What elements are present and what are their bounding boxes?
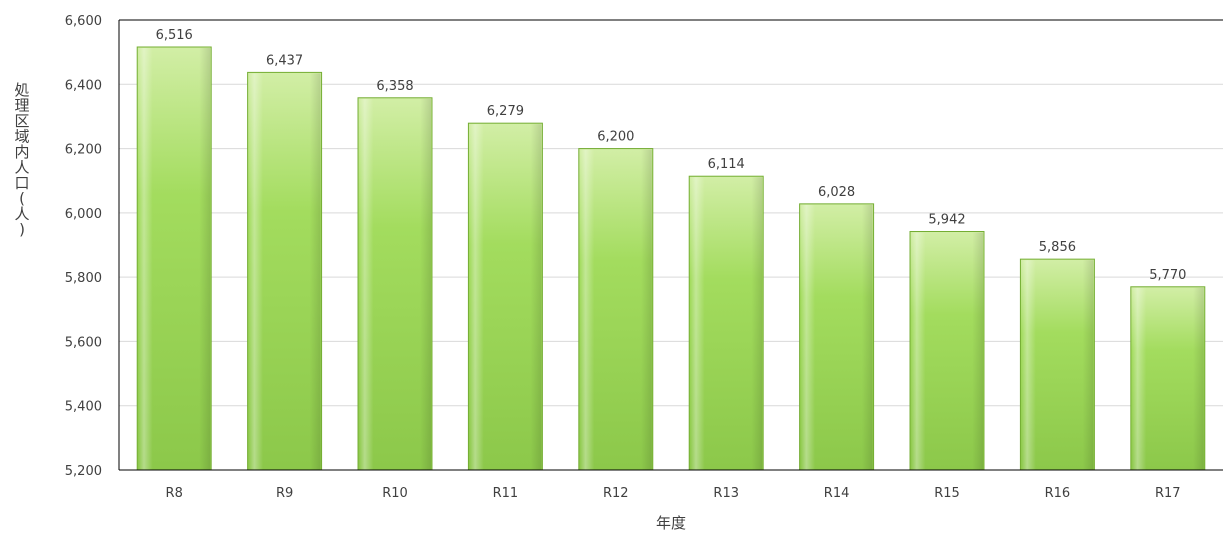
x-tick-label: R14 xyxy=(824,486,850,501)
data-label: 6,358 xyxy=(376,79,413,94)
x-tick-label: R12 xyxy=(603,486,629,501)
bar-shine xyxy=(800,204,873,470)
x-tick-label: R13 xyxy=(713,486,739,501)
y-tick-label: 6,600 xyxy=(65,14,102,29)
y-tick-label: 6,400 xyxy=(65,78,102,93)
bar-R17 xyxy=(1130,286,1206,471)
bar-R10 xyxy=(357,97,433,471)
y-tick-label: 6,200 xyxy=(65,143,102,158)
data-label: 6,028 xyxy=(818,185,855,200)
bar-shine xyxy=(1131,287,1204,470)
data-label: 6,437 xyxy=(266,53,303,68)
x-tick-label: R9 xyxy=(276,486,293,501)
data-label: 6,200 xyxy=(597,130,634,145)
data-label: 5,770 xyxy=(1149,268,1186,283)
y-tick-label: 5,200 xyxy=(65,464,102,479)
x-tick-label: R15 xyxy=(934,486,960,501)
axes xyxy=(118,19,1223,471)
y-tick-label: 5,600 xyxy=(65,335,102,350)
bar-R11 xyxy=(467,122,543,471)
x-tick-label: R10 xyxy=(382,486,408,501)
bar-shine xyxy=(1021,260,1094,470)
bar-R9 xyxy=(247,71,323,471)
bar-R14 xyxy=(799,203,875,471)
bar-R8 xyxy=(136,46,212,471)
bar-shine xyxy=(579,149,652,471)
y-axis-title: 処理区域内人口(人) xyxy=(14,81,29,239)
bar-shine xyxy=(469,124,542,470)
data-label: 6,114 xyxy=(708,157,745,172)
y-tick-label: 5,400 xyxy=(65,400,102,415)
bar-R15 xyxy=(909,231,985,471)
bar-shine xyxy=(248,73,321,471)
x-tick-label: R16 xyxy=(1045,486,1071,501)
bar-R13 xyxy=(688,175,764,471)
x-tick-label: R11 xyxy=(493,486,519,501)
bar-shine xyxy=(359,98,431,471)
y-tick-label: 6,000 xyxy=(65,207,102,222)
x-tick-label: R8 xyxy=(166,486,183,501)
data-label: 5,856 xyxy=(1039,240,1076,255)
data-label: 5,942 xyxy=(928,213,965,228)
data-label: 6,279 xyxy=(487,104,524,119)
y-tick-labels: 5,200 5,400 5,600 5,800 6,000 6,200 6,400 6,600 xyxy=(65,14,102,479)
bar-shine xyxy=(911,232,983,470)
bar-R16 xyxy=(1019,258,1095,471)
bar-shine xyxy=(690,177,763,470)
x-tick-label: R17 xyxy=(1155,486,1181,501)
x-tick-labels: R8 R9 R10 R11 R12 R13 R14 R15 R16 R17 xyxy=(166,486,1181,501)
y-tick-label: 5,800 xyxy=(65,271,102,286)
bar-shine xyxy=(138,48,211,470)
x-axis-title: 年度 xyxy=(656,514,686,532)
data-labels: 6,516 6,437 6,358 6,279 6,200 6,114 6,028 5,942… xyxy=(156,28,1187,283)
bar-R12 xyxy=(578,148,654,471)
data-label: 6,516 xyxy=(156,28,193,43)
bars xyxy=(136,46,1206,471)
